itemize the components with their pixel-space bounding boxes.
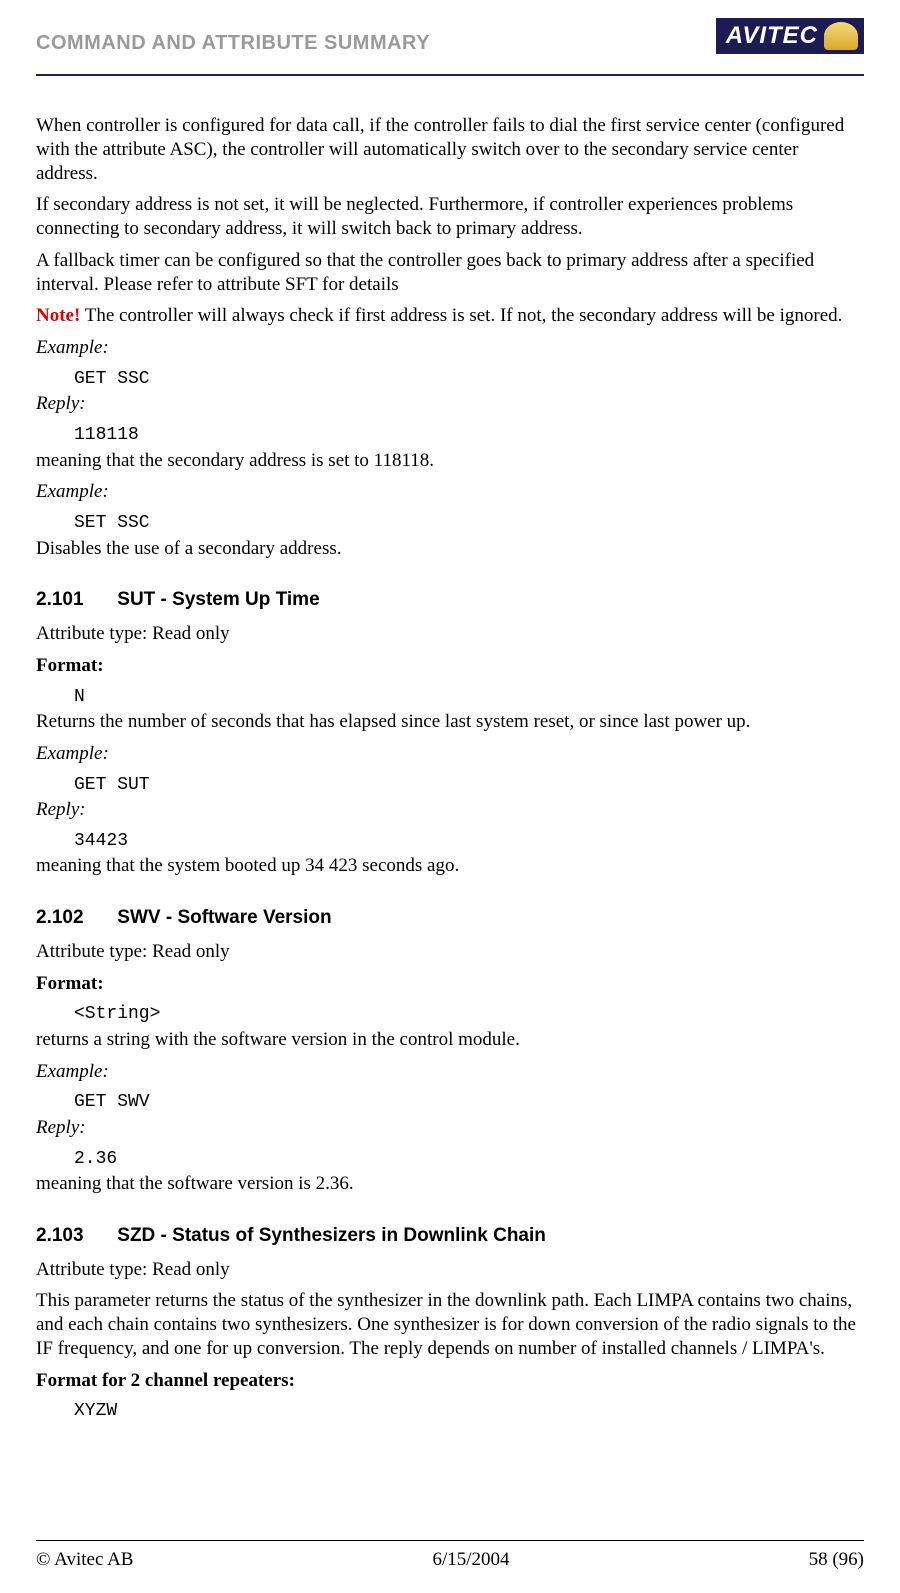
running-header-title: COMMAND AND ATTRIBUTE SUMMARY [36,18,430,55]
code-line: GET SUT [74,774,864,797]
code-line: N [74,686,864,709]
paragraph: Returns the number of seconds that has e… [36,710,864,734]
reply-label: Reply: [36,392,864,416]
paragraph: Disables the use of a secondary address. [36,537,864,561]
paragraph: When controller is configured for data c… [36,114,864,185]
attribute-type: Attribute type: Read only [36,1258,864,1282]
format-label: Format: [36,654,864,678]
paragraph: meaning that the secondary address is se… [36,449,864,473]
code-line: 34423 [74,830,864,853]
section-heading-2-102: 2.102 SWV - Software Version [36,906,864,930]
section-title: SZD - Status of Synthesizers in Downlink… [117,1225,546,1246]
page-header: COMMAND AND ATTRIBUTE SUMMARY AVITEC [36,18,864,76]
format-label: Format: [36,972,864,996]
example-label: Example: [36,742,864,766]
note-text: The controller will always check if firs… [80,305,842,326]
section-title: SWV - Software Version [117,907,331,928]
code-line: 118118 [74,424,864,447]
paragraph: returns a string with the software versi… [36,1028,864,1052]
example-label: Example: [36,1060,864,1084]
attribute-type: Attribute type: Read only [36,622,864,646]
code-line: GET SSC [74,368,864,391]
paragraph: A fallback timer can be configured so th… [36,249,864,297]
paragraph: If secondary address is not set, it will… [36,193,864,241]
company-logo: AVITEC [716,18,864,54]
reply-label: Reply: [36,798,864,822]
section-number: 2.102 [36,906,112,930]
section-title: SUT - System Up Time [117,589,319,610]
note-paragraph: Note! The controller will always check i… [36,304,864,328]
section-number: 2.103 [36,1224,112,1248]
section-heading-2-103: 2.103 SZD - Status of Synthesizers in Do… [36,1224,864,1248]
paragraph: meaning that the software version is 2.3… [36,1172,864,1196]
code-line: 2.36 [74,1148,864,1171]
section-heading-2-101: 2.101 SUT - System Up Time [36,588,864,612]
attribute-type: Attribute type: Read only [36,940,864,964]
section-number: 2.101 [36,588,112,612]
format-label: Format for 2 channel repeaters: [36,1369,864,1393]
paragraph: This parameter returns the status of the… [36,1289,864,1360]
example-label: Example: [36,336,864,360]
document-body: When controller is configured for data c… [36,76,864,1423]
footer-date: 6/15/2004 [433,1549,510,1571]
example-label: Example: [36,480,864,504]
footer-page-number: 58 (96) [809,1549,864,1571]
logo-arc-icon [824,22,858,50]
note-label: Note! [36,305,80,326]
code-line: SET SSC [74,512,864,535]
code-line: XYZW [74,1400,864,1423]
code-line: GET SWV [74,1091,864,1114]
reply-label: Reply: [36,1116,864,1140]
document-page: COMMAND AND ATTRIBUTE SUMMARY AVITEC Whe… [0,0,900,1593]
footer-copyright: © Avitec AB [36,1549,133,1571]
logo-text: AVITEC [726,22,818,50]
page-footer: © Avitec AB 6/15/2004 58 (96) [36,1540,864,1571]
paragraph: meaning that the system booted up 34 423… [36,854,864,878]
code-line: <String> [74,1003,864,1026]
